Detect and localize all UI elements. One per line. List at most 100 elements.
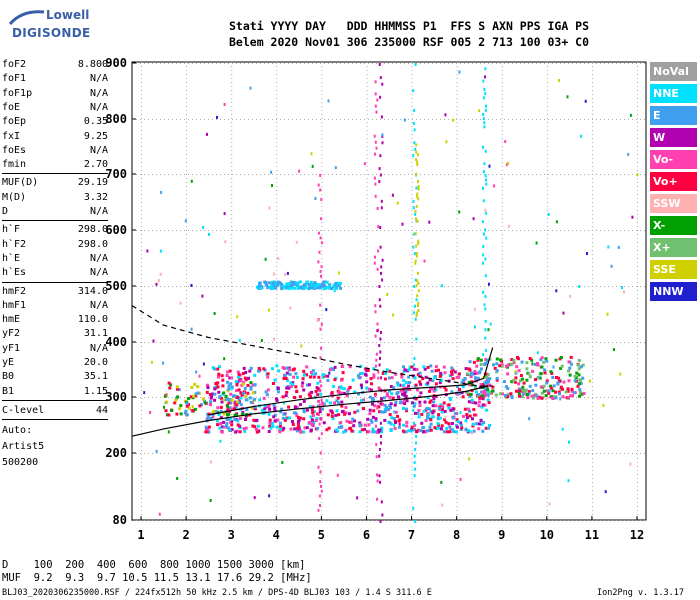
grid-dot xyxy=(636,218,638,219)
grid-dot xyxy=(411,434,413,435)
grid-dot xyxy=(520,342,521,343)
grid-dot xyxy=(186,298,188,299)
echo-point xyxy=(578,390,582,394)
grid-dot xyxy=(456,78,458,79)
echo-point xyxy=(310,283,314,287)
grid-dot xyxy=(231,510,233,511)
grid-dot xyxy=(501,82,503,83)
grid-dot xyxy=(144,63,145,64)
grid-dot xyxy=(321,150,323,151)
grid-dot xyxy=(456,342,458,343)
grid-dot xyxy=(520,286,521,287)
grid-dot xyxy=(564,342,565,343)
grid-dot xyxy=(592,520,593,521)
grid-dot xyxy=(456,442,458,443)
grid-dot xyxy=(352,119,353,120)
echo-point xyxy=(227,401,231,405)
echo-streak-point xyxy=(482,261,484,265)
grid-dot xyxy=(512,520,513,521)
echo-streak-point xyxy=(381,513,384,517)
grid-dot xyxy=(321,446,323,447)
grid-dot xyxy=(172,453,173,454)
grid-dot xyxy=(376,230,377,231)
grid-dot xyxy=(456,482,458,483)
grid-dot xyxy=(591,206,593,207)
echo-point xyxy=(477,393,481,396)
echo-point xyxy=(276,390,280,394)
grid-dot xyxy=(280,453,281,454)
grid-dot xyxy=(600,342,601,343)
echo-point xyxy=(437,413,441,417)
echo-point xyxy=(241,372,245,375)
echo-point xyxy=(447,403,451,407)
echo-point xyxy=(372,375,376,379)
grid-dot xyxy=(411,370,413,371)
grid-dot xyxy=(424,397,425,398)
grid-dot xyxy=(231,254,233,255)
echo-point xyxy=(569,362,573,366)
echo-streak-point xyxy=(374,194,377,198)
grid-dot xyxy=(392,63,393,64)
grid-dot xyxy=(411,206,413,207)
echo-point xyxy=(164,409,168,413)
echo-point xyxy=(247,376,250,380)
echo-point xyxy=(235,403,239,407)
echo-streak-point xyxy=(413,141,416,145)
grid-dot xyxy=(560,230,561,231)
grid-dot xyxy=(636,134,638,135)
grid-dot xyxy=(141,294,143,295)
grid-dot xyxy=(352,453,353,454)
grid-dot xyxy=(464,119,465,120)
grid-dot xyxy=(501,346,503,347)
grid-dot xyxy=(366,458,368,459)
grid-dot xyxy=(276,186,278,187)
grid-dot xyxy=(536,286,537,287)
grid-dot xyxy=(501,486,503,487)
grid-dot xyxy=(411,182,413,183)
grid-dot xyxy=(348,119,349,120)
grid-dot xyxy=(508,286,509,287)
grid-dot xyxy=(276,486,278,487)
grid-dot xyxy=(492,342,493,343)
grid-dot xyxy=(468,397,469,398)
grid-dot xyxy=(144,174,145,175)
grid-dot xyxy=(186,246,188,247)
grid-dot xyxy=(144,342,145,343)
grid-dot xyxy=(501,418,503,419)
noise-point xyxy=(535,241,538,245)
grid-dot xyxy=(411,270,413,271)
grid-dot xyxy=(172,286,173,287)
trace-dashed-profile xyxy=(131,305,493,387)
echo-streak-point xyxy=(374,304,377,308)
grid-dot xyxy=(504,63,505,64)
echo-point xyxy=(474,371,477,375)
echo-point xyxy=(443,371,447,375)
grid-dot xyxy=(544,453,545,454)
echo-point xyxy=(540,396,544,400)
grid-dot xyxy=(544,397,545,398)
grid-dot xyxy=(568,119,569,120)
echo-point xyxy=(391,396,395,400)
grid-dot xyxy=(141,426,143,427)
echo-point xyxy=(362,407,366,411)
grid-dot xyxy=(186,458,188,459)
echo-point xyxy=(515,365,519,369)
grid-dot xyxy=(356,63,357,64)
echo-point xyxy=(270,422,274,426)
grid-dot xyxy=(456,294,458,295)
grid-dot xyxy=(520,230,521,231)
grid-dot xyxy=(636,374,638,375)
grid-dot xyxy=(591,358,593,359)
grid-dot xyxy=(276,302,278,303)
grid-dot xyxy=(321,346,323,347)
grid-dot xyxy=(576,230,577,231)
echo-point xyxy=(237,388,241,392)
grid-dot xyxy=(276,390,278,391)
echo-point xyxy=(170,408,174,412)
grid-dot xyxy=(636,150,638,151)
grid-dot xyxy=(628,63,629,64)
grid-dot xyxy=(591,454,593,455)
grid-dot xyxy=(424,453,425,454)
echo-point xyxy=(576,363,580,367)
echo-point xyxy=(175,385,179,389)
